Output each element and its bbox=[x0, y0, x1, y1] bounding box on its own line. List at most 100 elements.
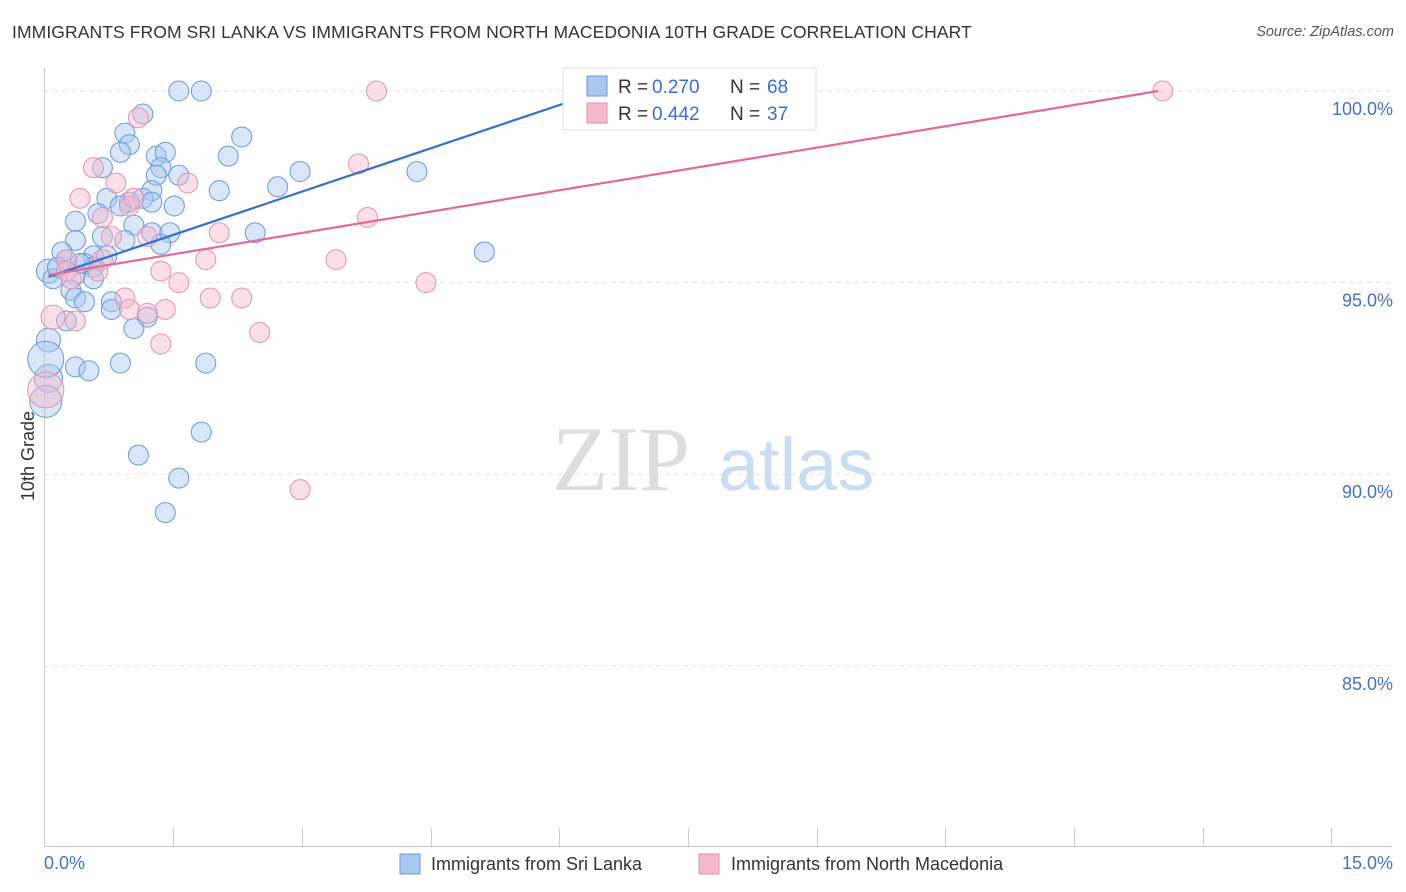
scatter-point-s1-35 bbox=[150, 333, 172, 355]
legend-n-label-0: N = bbox=[730, 77, 760, 98]
watermark: ZIP atlas bbox=[552, 408, 874, 510]
scatter-point-s1-21 bbox=[87, 260, 109, 282]
y-tick-label-90: 90.0% bbox=[1342, 482, 1393, 502]
scatter-point-s0-18 bbox=[141, 180, 163, 202]
scatter-point-s1-5 bbox=[82, 157, 104, 179]
scatter-point-s1-29 bbox=[118, 298, 140, 320]
scatter-point-s1-27 bbox=[199, 287, 221, 309]
scatter-point-s0-9 bbox=[217, 145, 239, 167]
y-tick-labels: 85.0% 90.0% 95.0% 100.0% bbox=[1332, 99, 1393, 694]
scatter-point-s1-14 bbox=[100, 226, 122, 248]
scatter-point-s0-61 bbox=[168, 467, 190, 489]
scatter-point-s0-1 bbox=[190, 80, 212, 102]
watermark-zip: ZIP bbox=[552, 408, 690, 510]
bottom-legend-label-sri-lanka: Immigrants from Sri Lanka bbox=[431, 854, 643, 874]
scatter-point-s1-36 bbox=[289, 479, 311, 501]
scatter-point-s1-12 bbox=[91, 206, 113, 228]
scatter-point-s0-14 bbox=[289, 160, 311, 182]
x-tick-label-max: 15.0% bbox=[1342, 853, 1393, 873]
scatter-point-s0-13 bbox=[168, 164, 190, 186]
x-ticks bbox=[44, 828, 1332, 846]
scatter-point-s1-3 bbox=[127, 107, 149, 129]
legend-r-value-0: 0.270 bbox=[652, 77, 700, 98]
watermark-atlas: atlas bbox=[718, 423, 874, 506]
scatter-point-s0-23 bbox=[109, 195, 131, 217]
bottom-legend: Immigrants from Sri Lanka Immigrants fro… bbox=[399, 853, 1004, 875]
scatter-point-s1-8 bbox=[69, 187, 91, 209]
legend-n-value-1: 37 bbox=[767, 104, 788, 125]
scatter-point-s0-22 bbox=[141, 191, 163, 213]
scatter-point-s0-57 bbox=[33, 363, 63, 393]
bottom-legend-label-north-macedonia: Immigrants from North Macedonia bbox=[731, 854, 1004, 874]
scatter-point-s1-31 bbox=[136, 302, 158, 324]
legend-r-label-1: R = bbox=[618, 104, 648, 125]
scatter-point-s0-54 bbox=[195, 352, 217, 374]
scatter-point-s0-37 bbox=[473, 241, 495, 263]
legend-box: R = 0.270 N = 68 R = 0.442 N = 37 bbox=[562, 67, 817, 131]
scatter-point-s0-67 bbox=[163, 195, 185, 217]
scatter-point-s0-30 bbox=[64, 229, 86, 251]
scatter-point-s0-5 bbox=[118, 134, 140, 156]
y-tick-label-95: 95.0% bbox=[1342, 291, 1393, 311]
scatter-point-s1-26 bbox=[114, 287, 136, 309]
scatter-point-s0-32 bbox=[150, 233, 172, 255]
x-tick-label-min: 0.0% bbox=[44, 853, 85, 873]
scatter-point-s1-24 bbox=[168, 272, 190, 294]
scatter-point-s0-0 bbox=[168, 80, 190, 102]
bottom-legend-swatch-north-macedonia bbox=[698, 853, 720, 875]
bottom-legend-swatch-sri-lanka bbox=[399, 853, 421, 875]
chart-title: IMMIGRANTS FROM SRI LANKA VS IMMIGRANTS … bbox=[12, 22, 972, 42]
scatter-point-s1-7 bbox=[105, 172, 127, 194]
scatter-point-s2-0 bbox=[27, 371, 65, 409]
scatter-point-s1-6 bbox=[177, 172, 199, 194]
trend-line-1 bbox=[48, 89, 1159, 277]
legend-n-label-1: N = bbox=[730, 104, 760, 125]
scatter-point-s0-48 bbox=[100, 298, 122, 320]
legend-r-label-0: R = bbox=[618, 77, 648, 98]
scatter-point-s1-25 bbox=[415, 272, 437, 294]
source-credit: Source: ZipAtlas.com bbox=[1256, 24, 1394, 40]
grid-lines bbox=[44, 90, 1392, 667]
scatter-point-s1-30 bbox=[154, 298, 176, 320]
scatter-point-s1-28 bbox=[231, 287, 253, 309]
scatter-point-s0-56 bbox=[78, 360, 100, 382]
legend-n-value-0: 68 bbox=[767, 77, 788, 98]
scatter-point-s1-32 bbox=[40, 304, 66, 330]
scatter-point-s0-4 bbox=[231, 126, 253, 148]
legend-r-value-1: 0.442 bbox=[652, 104, 700, 125]
scatter-point-s1-4 bbox=[348, 153, 370, 175]
legend-swatch-sri-lanka bbox=[586, 75, 608, 97]
scatter-point-s0-55 bbox=[64, 356, 86, 378]
y-tick-label-85: 85.0% bbox=[1342, 674, 1393, 694]
scatter-point-s0-53 bbox=[109, 352, 131, 374]
scatter-point-s1-0 bbox=[366, 80, 388, 102]
scatter-point-s1-18 bbox=[325, 249, 347, 271]
scatter-point-s0-29 bbox=[244, 222, 266, 244]
axes bbox=[44, 68, 1392, 847]
scatter-point-s0-58 bbox=[29, 384, 63, 418]
y-axis-label: 10th Grade bbox=[18, 411, 38, 501]
scatter-point-s0-66 bbox=[27, 340, 65, 378]
scatter-point-s0-16 bbox=[208, 180, 230, 202]
scatter-points bbox=[27, 80, 1174, 524]
scatter-point-s0-15 bbox=[406, 160, 428, 182]
scatter-point-s0-62 bbox=[154, 502, 176, 524]
y-tick-label-100: 100.0% bbox=[1332, 99, 1393, 119]
scatter-point-s0-10 bbox=[91, 157, 113, 179]
scatter-point-s0-59 bbox=[190, 421, 212, 443]
trend-lines bbox=[48, 89, 1159, 278]
scatter-point-s1-17 bbox=[195, 249, 217, 271]
scatter-point-s1-13 bbox=[208, 222, 230, 244]
scatter-point-s1-11 bbox=[357, 206, 379, 228]
scatter-point-s0-6 bbox=[109, 141, 131, 163]
trend-line-0 bbox=[48, 89, 602, 278]
scatter-point-s0-46 bbox=[73, 291, 95, 313]
scatter-point-s0-50 bbox=[123, 318, 145, 340]
scatter-point-s1-10 bbox=[123, 187, 145, 209]
scatter-point-s1-33 bbox=[64, 310, 86, 332]
scatter-point-s1-22 bbox=[150, 260, 172, 282]
scatter-point-s0-17 bbox=[267, 176, 289, 198]
scatter-point-s0-47 bbox=[100, 291, 122, 313]
scatter-point-s0-25 bbox=[64, 210, 86, 232]
